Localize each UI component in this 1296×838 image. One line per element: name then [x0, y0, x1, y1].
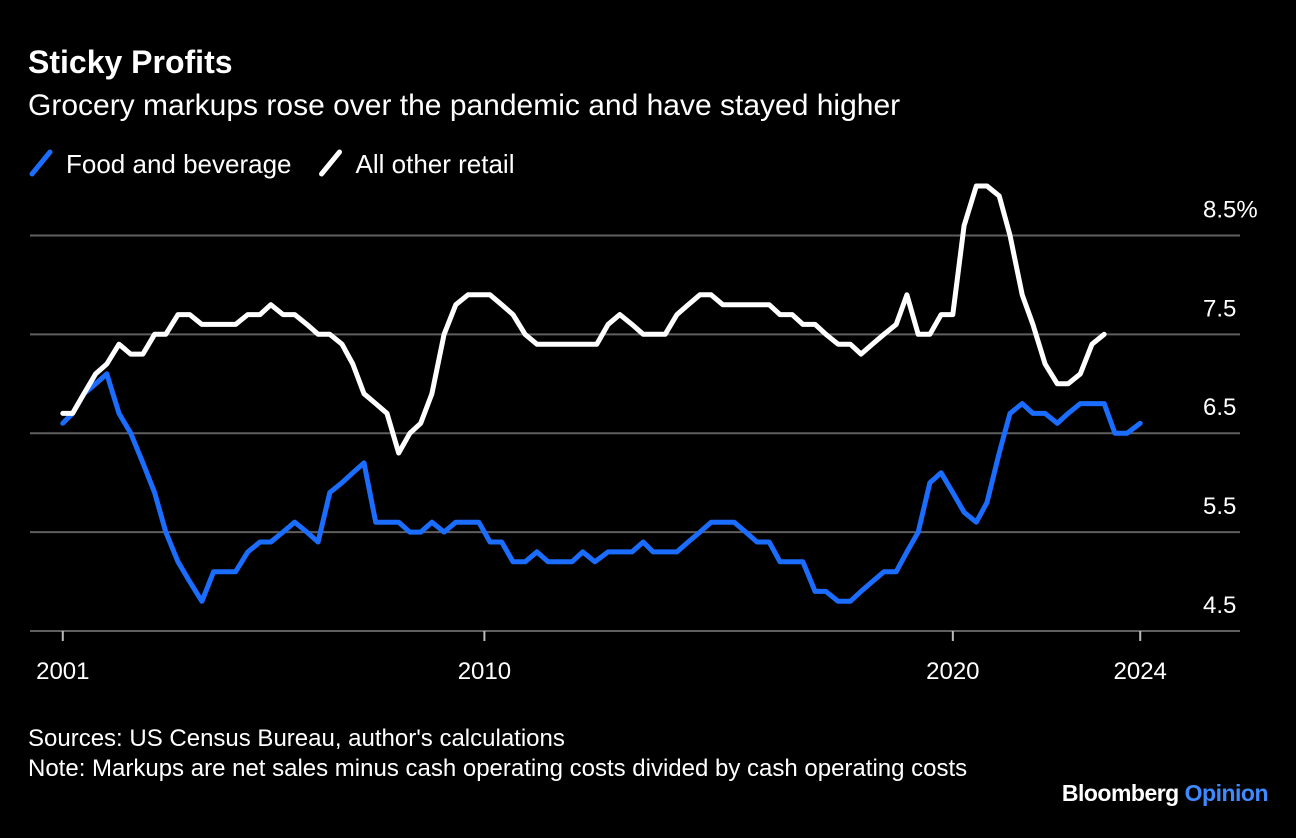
sources: Sources: US Census Bureau, author's calc…: [28, 725, 565, 752]
footer: Sources: US Census Bureau, author's calc…: [28, 724, 1028, 784]
series-line: [60, 183, 1107, 456]
x-tick-label: 2020: [926, 658, 979, 685]
y-tick-label: 4.5: [1203, 592, 1236, 619]
y-tick-label: 7.5: [1203, 295, 1236, 322]
note: Note: Markups are net sales minus cash o…: [28, 755, 968, 782]
y-tick-label: 6.5: [1203, 394, 1236, 421]
legend-label: All other retail: [356, 149, 515, 179]
legend-swatch: [29, 149, 53, 177]
chart-title: Sticky Profits: [28, 44, 233, 80]
y-tick-label: 8.5%: [1203, 196, 1258, 223]
x-tick-label: 2001: [36, 658, 89, 685]
legend-label: Food and beverage: [66, 149, 292, 179]
y-tick-label: 5.5: [1203, 493, 1236, 520]
brand: Bloomberg Opinion: [1061, 780, 1269, 807]
brand-name: Bloomberg: [1061, 780, 1179, 806]
x-tick-label: 2010: [458, 658, 511, 685]
plot: [60, 183, 1143, 604]
series-line: [60, 371, 1143, 604]
legend: Food and beverage All other retail: [29, 149, 515, 179]
x-tick-label: 2024: [1114, 658, 1167, 685]
grid: 4.5 5.5 6.5 7.5 8.5% 2001 2010 2020 2024: [30, 196, 1258, 685]
brand-suffix: Opinion: [1184, 780, 1269, 806]
chart-subtitle: Grocery markups rose over the pandemic a…: [28, 89, 900, 122]
legend-swatch: [319, 149, 343, 177]
